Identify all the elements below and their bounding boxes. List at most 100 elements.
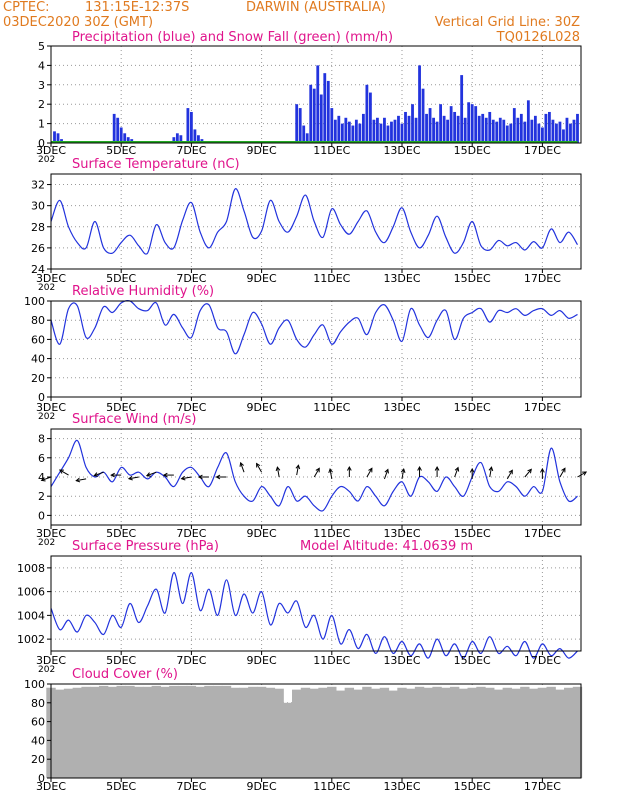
precip-bar-26 <box>323 73 327 143</box>
wind-arrowhead-13 <box>275 466 281 472</box>
temp-xtick-label-4: 11DEC <box>313 272 350 285</box>
cloud-bar-52 <box>502 687 512 778</box>
wind-vector-19 <box>383 469 389 480</box>
precip-bar-29 <box>333 119 337 143</box>
precip-bar-51 <box>411 104 414 143</box>
rh-xtick-label-0: 3DEC <box>36 401 66 414</box>
precip-bar-62 <box>449 106 453 143</box>
wind-arrowhead-26 <box>508 469 513 475</box>
cloud-bar-16 <box>186 685 197 778</box>
wind-arrowhead-11 <box>239 461 244 467</box>
rh-frame <box>50 300 582 398</box>
precip-bar-43 <box>383 117 386 143</box>
precip-bar-37 <box>361 113 365 143</box>
wind-vector-12 <box>256 463 263 473</box>
rh-ytick-label-1: 20 <box>31 372 45 385</box>
precip-bar-80 <box>512 108 516 143</box>
precip-ytick-label-0: 0 <box>38 137 45 150</box>
rh-year-fragment: 202 <box>38 412 55 422</box>
cloud-bar-33 <box>335 690 346 778</box>
precip-bar-20 <box>302 125 306 143</box>
temp-title: Surface Temperature (nC) <box>72 157 240 172</box>
cloud-bar-43 <box>423 687 434 778</box>
cloud-xtick-label-2: 7DEC <box>176 780 206 793</box>
cloud-bar-30 <box>309 688 319 778</box>
wind-arrowhead-23 <box>454 466 460 472</box>
precip-bar-13 <box>186 108 190 143</box>
precip-bar-10 <box>172 137 176 143</box>
wind-vector-5 <box>128 476 139 480</box>
wind-ytick-label-2: 4 <box>38 471 45 484</box>
precip-bar-82 <box>519 113 523 143</box>
wind-vector-20 <box>401 468 405 480</box>
rh-ytick-label-2: 40 <box>31 353 45 366</box>
rh-xtick-label-3: 9DEC <box>247 401 277 414</box>
wind-arrowhead-18 <box>368 467 373 473</box>
press-xtick-label-5: 13DEC <box>383 654 420 667</box>
cloud-bar-50 <box>485 687 495 778</box>
cloud-bar-42 <box>414 686 425 778</box>
precip-xtick-label-7: 17DEC <box>524 144 561 157</box>
cloud-ytick-label-2: 40 <box>31 734 45 747</box>
cloud-bar-55 <box>528 688 539 778</box>
press-xtick-label-2: 7DEC <box>176 654 206 667</box>
precip-xtick-label-1: 5DEC <box>106 144 136 157</box>
precip-bar-61 <box>446 119 450 143</box>
precip-bar-69 <box>474 106 478 143</box>
precip-bar-19 <box>298 108 302 143</box>
press-ytick-label-3: 1008 <box>17 562 45 575</box>
cloud-xtick-label-7: 17DEC <box>524 780 561 793</box>
wind-arrowhead-22 <box>434 465 440 471</box>
cloud-bar-4 <box>81 686 91 778</box>
cloud-bar-59 <box>564 687 574 778</box>
wind-arrowhead-21 <box>417 465 422 471</box>
wind-arrowhead-7 <box>162 472 168 478</box>
press-line <box>50 571 578 659</box>
cloud-bar-11 <box>142 686 153 778</box>
cloud-bar-47 <box>458 688 469 778</box>
temp-xtick-label-0: 3DEC <box>36 272 66 285</box>
cloud-bar-9 <box>125 685 135 778</box>
cloud-bar-8 <box>116 685 126 778</box>
precip-bar-91 <box>551 119 555 143</box>
wind-arrowhead-16 <box>328 468 333 474</box>
precip-bar-59 <box>439 104 443 143</box>
precip-bar-86 <box>533 115 537 143</box>
precip-ytick-label-5: 5 <box>38 40 45 53</box>
precip-xtick-label-6: 15DEC <box>454 144 491 157</box>
rh-xtick-label-4: 11DEC <box>313 401 350 414</box>
wind-xtick-label-0: 3DEC <box>36 527 66 540</box>
cloud-bar-36 <box>362 686 372 778</box>
precip-ytick-label-2: 2 <box>38 98 45 111</box>
cloud-bar-54 <box>520 686 530 778</box>
precip-bar-73 <box>488 111 492 143</box>
precip-bar-57 <box>432 117 435 143</box>
cloud-frame <box>50 683 582 779</box>
cloud-bar-21 <box>230 687 240 778</box>
wind-arrowhead-10 <box>215 474 221 480</box>
precip-ytick-label-1: 1 <box>38 118 45 131</box>
wind-arrowhead-8 <box>180 475 186 481</box>
precip-bar-60 <box>442 115 446 143</box>
wind-vector-3 <box>94 471 104 477</box>
wind-vector-29 <box>559 468 566 478</box>
precip-bar-63 <box>453 111 457 143</box>
rh-ytick-label-5: 100 <box>24 295 45 308</box>
wind-arrowhead-14 <box>295 464 301 470</box>
temp-line <box>50 188 579 255</box>
wind-panel: 0 2 4 6 8 3DEC 5DEC 7DEC 9DEC 11DEC 13DEC 15DEC 17DE… <box>36 412 588 548</box>
temp-xtick-label-3: 9DEC <box>247 272 277 285</box>
header-source: CPTEC: <box>3 0 50 15</box>
precip-xtick-label-4: 11DEC <box>313 144 350 157</box>
precip-bar-52 <box>414 117 418 143</box>
temp-xtick-label-7: 17DEC <box>524 272 561 285</box>
precip-bar-35 <box>354 119 358 143</box>
wind-vector-0 <box>41 476 52 481</box>
wind-arrowhead-6 <box>145 472 151 477</box>
precip-bar-25 <box>319 94 323 143</box>
precip-bar-53 <box>418 65 421 143</box>
precip-bar-36 <box>358 123 362 143</box>
wind-vector-18 <box>366 468 373 478</box>
temp-ytick-label-2: 28 <box>31 221 45 234</box>
press-frame <box>50 555 582 652</box>
